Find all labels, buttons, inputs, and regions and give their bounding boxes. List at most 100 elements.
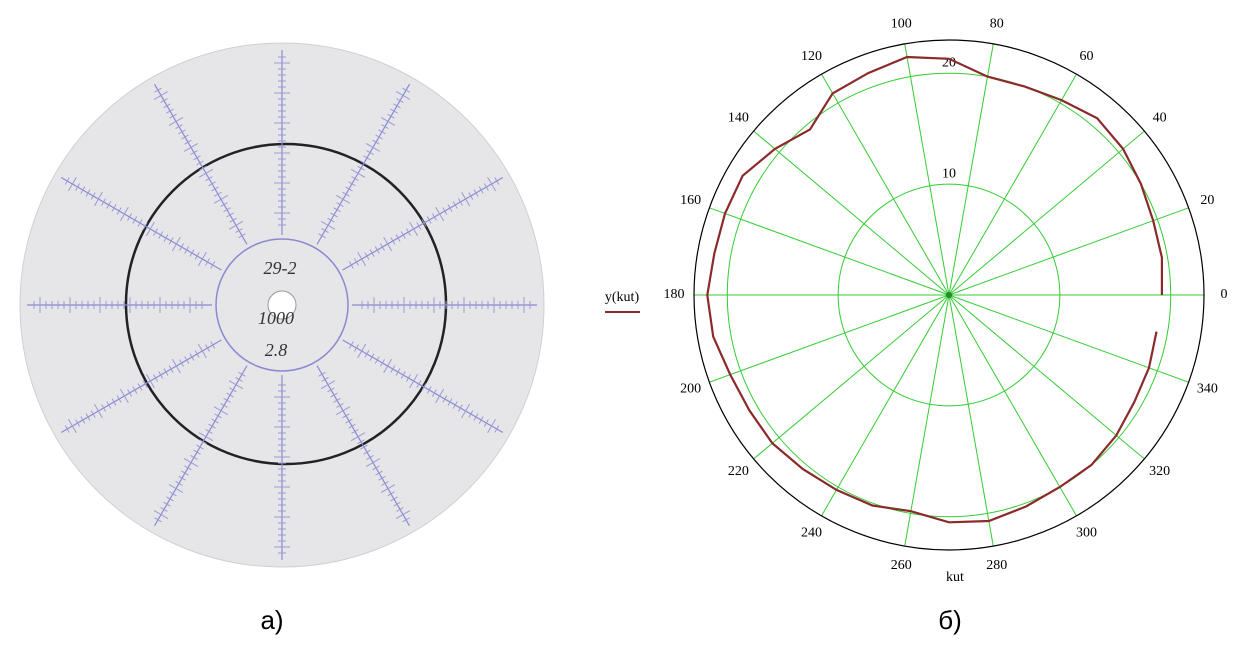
disc-tick	[387, 113, 395, 119]
disc-tick	[348, 181, 356, 187]
disc-tick	[381, 480, 389, 486]
disc-tick	[381, 124, 389, 130]
disc-tick	[396, 506, 404, 512]
grid-spoke	[753, 294, 950, 460]
disc-tick	[220, 202, 228, 207]
disc-tick	[101, 198, 107, 206]
disc-tick	[175, 124, 183, 130]
disc-tick	[238, 233, 246, 239]
disc-tick	[229, 387, 237, 393]
angle-tick-label: 320	[1149, 464, 1170, 479]
disc-tick	[468, 410, 474, 418]
disc-tick	[194, 350, 200, 358]
disc-tick	[142, 222, 148, 230]
angle-tick-label: 220	[728, 464, 749, 479]
grid-spoke	[753, 130, 950, 296]
disc-tick	[211, 186, 219, 192]
disc-tick	[357, 343, 367, 359]
disc-hole	[267, 290, 297, 320]
disc-tick	[452, 401, 458, 409]
disc-tick	[153, 510, 169, 520]
disc-tick	[487, 176, 497, 192]
disc-tick	[132, 216, 138, 224]
grid-circle	[726, 72, 1172, 518]
grid-circle	[837, 183, 1061, 407]
disc-tick	[196, 444, 204, 450]
disc-tick	[487, 418, 497, 434]
disc-tick	[163, 501, 171, 507]
disc-tick	[168, 237, 174, 245]
grid-spoke	[709, 294, 950, 383]
disc-tick	[380, 243, 385, 251]
disc-tick	[198, 432, 214, 442]
disc-tick	[468, 192, 474, 200]
disc-tick	[321, 377, 329, 382]
disc-label: 2.8	[265, 340, 288, 360]
angle-tick-label: 340	[1197, 381, 1218, 396]
disc-tick	[85, 189, 91, 197]
disc-tick	[369, 249, 375, 257]
disc-tick	[375, 470, 383, 476]
grid-spoke	[948, 43, 994, 296]
disc-tick	[333, 207, 341, 213]
disc-tick	[421, 219, 427, 227]
disc-tick	[473, 413, 479, 421]
disc-tick	[142, 380, 148, 388]
data-line	[706, 55, 1163, 524]
disc-tick	[178, 129, 186, 135]
disc-tick	[327, 387, 335, 393]
disc-tick	[395, 234, 401, 242]
disc-tick	[184, 465, 192, 471]
disc-tick	[321, 228, 329, 233]
disc-tick	[390, 237, 396, 245]
disc-tick	[184, 139, 192, 145]
caption: б)	[938, 605, 962, 635]
disc-tick	[342, 191, 350, 197]
disc-tick	[235, 228, 243, 233]
angle-tick-label: 40	[1153, 110, 1167, 125]
disc-tick	[238, 371, 246, 377]
disc-tick	[214, 413, 222, 419]
disc-tick	[214, 191, 222, 197]
disc-tick	[154, 517, 162, 523]
disc-tick	[374, 246, 380, 254]
angle-tick-label: 100	[891, 16, 912, 31]
disc-tick	[85, 413, 91, 421]
disc-tick	[196, 160, 204, 166]
disc-tick	[327, 217, 335, 223]
disc-tick	[205, 429, 213, 434]
disc-tick	[363, 449, 371, 455]
disc-tick	[416, 380, 422, 388]
disc-tick	[363, 155, 371, 161]
disc-tick	[210, 341, 216, 349]
disc-tick	[354, 344, 359, 352]
disc-tick	[228, 380, 244, 390]
disc-tick	[197, 251, 207, 267]
disc-tick	[320, 380, 336, 390]
disc-tick	[90, 192, 96, 200]
disc-tick	[213, 194, 229, 204]
disc-tick	[75, 419, 81, 427]
disc-tick	[393, 103, 401, 109]
disc-tick	[132, 386, 138, 394]
disc-tick	[127, 389, 133, 397]
disc-tick	[380, 484, 396, 494]
disc-tick	[318, 371, 326, 377]
grid-spoke	[948, 294, 1077, 517]
disc-tick	[153, 90, 169, 100]
disc-tick	[383, 236, 393, 252]
disc-tick	[330, 212, 338, 218]
disc-tick	[390, 108, 398, 114]
disc-tick	[478, 186, 484, 194]
disc-tick	[390, 365, 396, 373]
disc-tick	[171, 358, 181, 374]
grid-spoke	[948, 130, 1145, 296]
disc-tick	[494, 425, 500, 433]
disc-tick	[160, 98, 168, 104]
disc-tick	[116, 395, 122, 403]
disc-tick	[183, 142, 199, 152]
grid-spoke	[948, 294, 1189, 383]
disc-tick	[342, 413, 350, 419]
disc-tick	[396, 98, 404, 104]
disc-tick	[494, 177, 500, 185]
